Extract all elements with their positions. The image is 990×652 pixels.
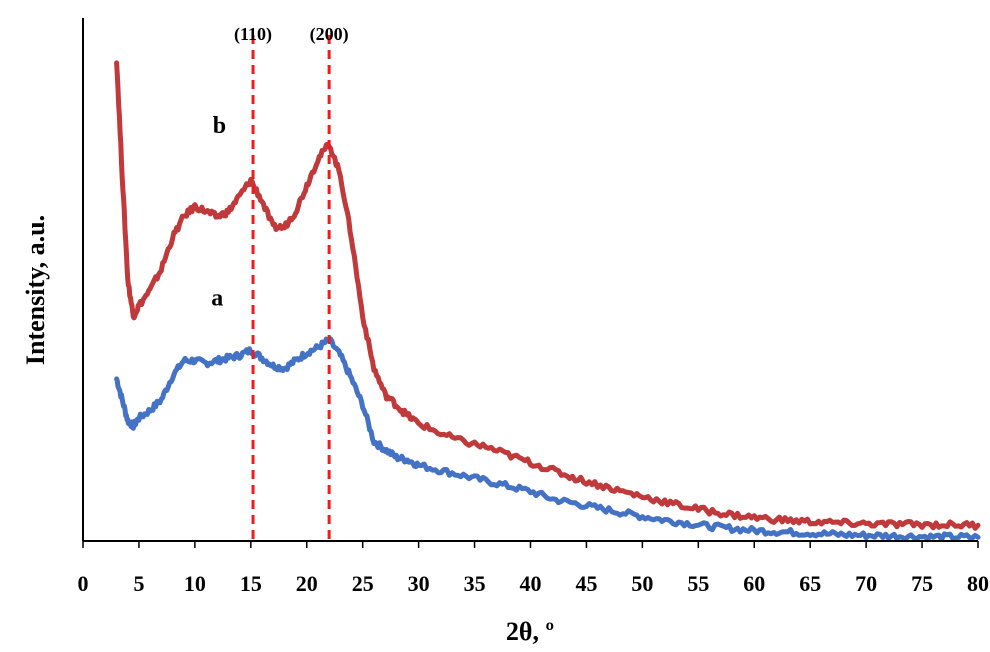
x-tick-label: 65 [799,571,821,596]
axis-layer: 0 5 10 15 20 25 30 35 40 45 50 55 60 65 70 75 80 [78,18,989,596]
x-tick-label: 60 [743,571,765,596]
x-tick-label: 55 [687,571,709,596]
plot-background [83,18,978,541]
x-tick-label: 35 [464,571,486,596]
plot-area [83,18,978,541]
series-label-a: a [211,286,223,312]
x-tick-label: 0 [78,571,89,596]
x-tick-label: 5 [133,571,144,596]
series-label-b: b [213,113,226,139]
x-tick-label: 80 [967,571,989,596]
series-line-a [114,336,981,543]
x-tick-label: 45 [575,571,597,596]
y-axis-title: Intensity, a.u. [21,215,50,365]
series-layer: ab [114,60,981,543]
x-tick-label: 10 [184,571,206,596]
x-tick-label: 75 [911,571,933,596]
x-tick-label: 30 [408,571,430,596]
peak-label-1: (200) [310,24,349,45]
annotation-layer: (110) (200) [234,24,349,541]
x-tick-label: 15 [240,571,262,596]
x-tick-label: 50 [631,571,653,596]
x-tick-label: 70 [855,571,877,596]
x-tick-label: 40 [520,571,542,596]
series-line-b [114,60,981,531]
x-tick-label: 25 [352,571,374,596]
x-axis-title: 2θ, º [506,617,554,646]
peak-label-0: (110) [234,24,272,45]
x-tick-label: 20 [296,571,318,596]
